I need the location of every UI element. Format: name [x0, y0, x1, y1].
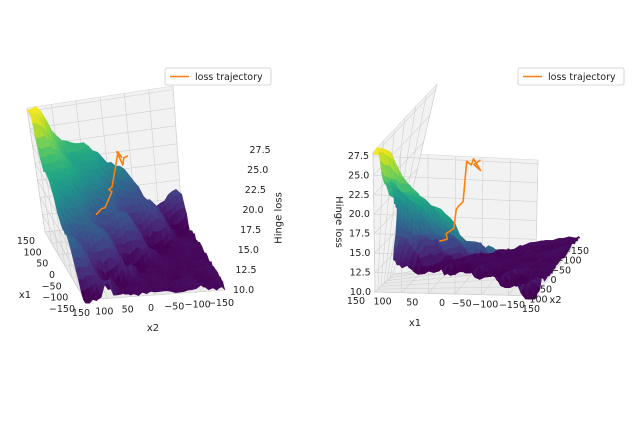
surface-facet: [454, 245, 461, 254]
z-tick-label: 25.0: [247, 165, 268, 176]
x2-tick-label: 100: [95, 306, 113, 317]
x1-tick-label: 0: [439, 298, 445, 309]
x2-tick-label: −150: [563, 246, 589, 257]
z-tick-label: 15.0: [238, 245, 259, 256]
z-tick-label: 27.5: [348, 151, 369, 162]
surface-facet: [573, 236, 581, 241]
x2-tick-label: 150: [72, 308, 90, 319]
x1-axis-label: x1: [19, 290, 31, 301]
loss-trajectory-line: [439, 158, 482, 242]
x1-tick-label: 0: [49, 270, 55, 281]
x2-tick-label: −150: [208, 298, 234, 309]
x2-tick-label: −50: [551, 265, 571, 276]
x1-tick-label: −50: [452, 299, 472, 310]
surface-facet: [219, 286, 226, 291]
x2-tick-label: 50: [122, 305, 134, 316]
x2-tick-label: 150: [522, 304, 540, 315]
legend: loss trajectory: [517, 67, 625, 86]
x1-tick-label: 150: [17, 236, 35, 247]
x1-tick-label: 100: [374, 297, 392, 308]
z-tick-label: 22.5: [245, 185, 266, 196]
legend: loss trajectory: [164, 67, 272, 86]
legend-box: [164, 67, 272, 86]
z-tick-label: 10.0: [233, 285, 254, 296]
loss-surface: [27, 105, 226, 304]
x1-tick-label: −150: [49, 304, 75, 315]
x2-tick-label: 50: [540, 285, 552, 296]
legend-label: loss trajectory: [195, 72, 263, 83]
x2-tick-label: 0: [550, 275, 556, 286]
x2-ticks: 150 100 50 0 −50−100−150: [72, 298, 234, 319]
z-tick-label: 17.5: [349, 229, 370, 240]
z-tick-label: 27.5: [250, 145, 271, 156]
surface-plot-right: 150 100 50 0 −50 −100 −150x1150100500−50−100−1…: [333, 67, 625, 329]
z-axis-label: Hinge loss: [274, 192, 285, 244]
z-ticks: 10.0 12.5 15.0 17.5 20.0 22.5 25.0 27.5: [233, 145, 271, 296]
x2-axis-label: x2: [147, 323, 159, 334]
x1-tick-label: 100: [24, 247, 42, 258]
x1-tick-label: 50: [36, 259, 48, 270]
legend-label: loss trajectory: [548, 72, 616, 83]
x1-axis-label: x1: [409, 318, 421, 329]
z-tick-label: 10.0: [350, 287, 371, 298]
x2-tick-label: −50: [164, 301, 184, 312]
x1-tick-label: −100: [42, 293, 68, 304]
x1-tick-label: −100: [472, 299, 498, 310]
surface-facet: [449, 238, 456, 249]
x1-tick-label: 150: [347, 296, 365, 307]
x2-tick-label: −100: [185, 300, 211, 311]
x1-tick-label: 50: [406, 297, 418, 308]
z-tick-label: 22.5: [348, 190, 369, 201]
z-axis-label: Hinge loss: [333, 196, 344, 248]
z-tick-label: 12.5: [350, 268, 371, 279]
x1-tick-label: −150: [499, 300, 525, 311]
x2-tick-label: 100: [529, 294, 547, 305]
x2-tick-label: 0: [148, 303, 154, 314]
x2-axis-label: x2: [549, 295, 561, 306]
z-tick-label: 17.5: [240, 225, 261, 236]
z-tick-label: 12.5: [235, 265, 256, 276]
loss-trajectory-line: [95, 150, 129, 215]
z-tick-label: 15.0: [349, 248, 370, 259]
x1-tick-label: −50: [42, 281, 62, 292]
z-tick-label: 20.0: [349, 209, 370, 220]
z-tick-label: 20.0: [242, 205, 263, 216]
legend-box: [517, 67, 625, 86]
x2-tick-label: −100: [555, 256, 581, 267]
loss-surface: [372, 147, 581, 300]
z-tick-label: 25.0: [348, 170, 369, 181]
z-ticks: 10.0 12.5 15.0 17.5 20.0 22.5 25.0 27.5: [348, 151, 371, 298]
x1-ticks: 150 100 50 0 −50−100−150: [347, 296, 525, 311]
